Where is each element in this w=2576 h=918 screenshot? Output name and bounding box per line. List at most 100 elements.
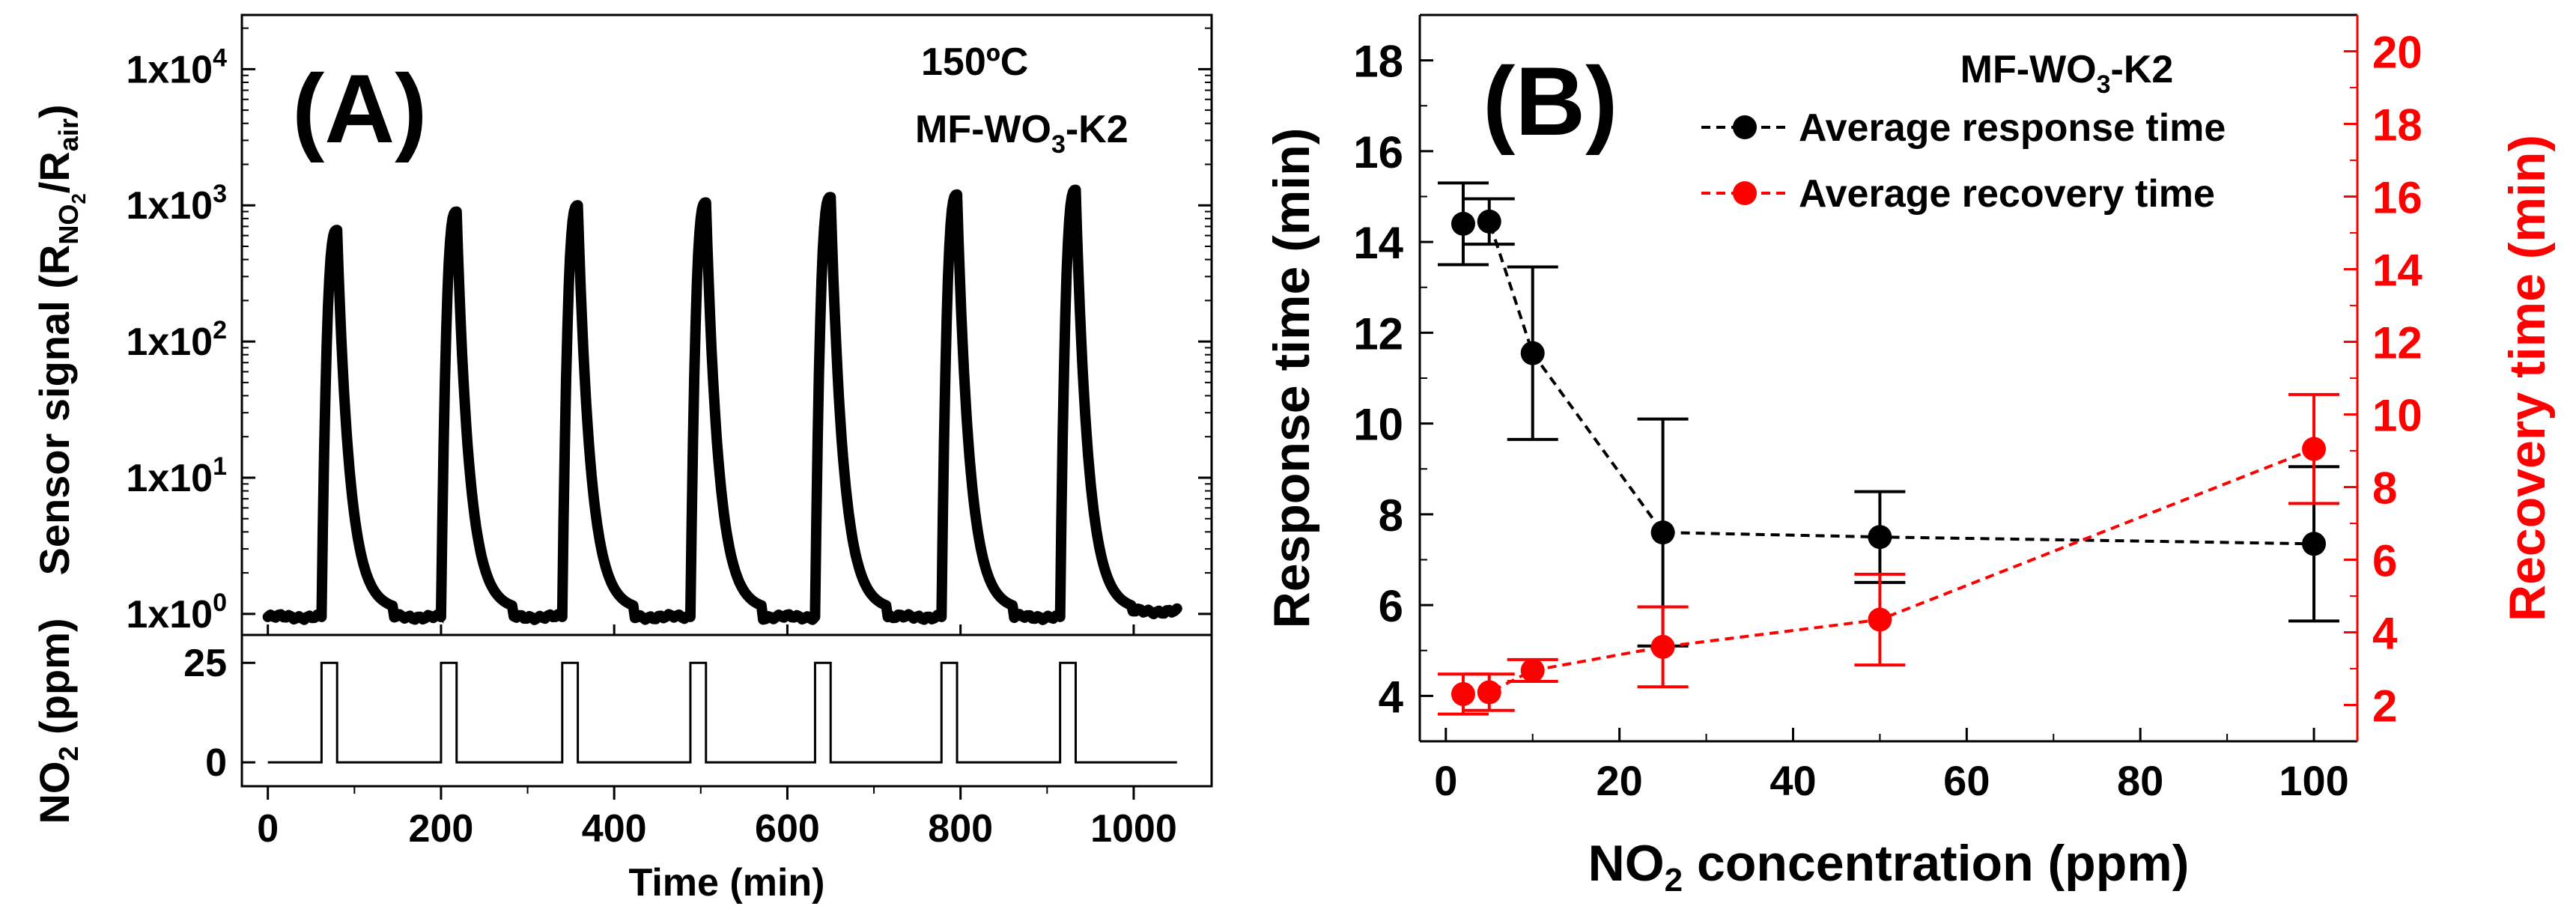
x-label-sub: 2 bbox=[1665, 862, 1683, 899]
y-label-part: ) bbox=[31, 104, 78, 118]
data-point bbox=[1520, 341, 1545, 365]
y-tick-exponent: 0 bbox=[213, 589, 227, 617]
data-point bbox=[1477, 209, 1501, 234]
data-point bbox=[1650, 520, 1675, 545]
data-point bbox=[1650, 634, 1675, 659]
legend-entry-recovery: Average recovery time bbox=[1701, 172, 2215, 216]
right-axis-label: Recovery time (min) bbox=[2499, 135, 2556, 621]
x-axis-label: NO2 concentration (ppm) bbox=[1588, 835, 2190, 899]
x-tick-label: 20 bbox=[1596, 757, 1642, 804]
panel-a-sub-frame bbox=[240, 633, 1213, 788]
y-tick-exponent: 2 bbox=[213, 316, 227, 344]
x-tick-label: 200 bbox=[409, 807, 474, 851]
y-tick-label: 1x100 bbox=[126, 589, 227, 636]
x-label-part: concentration (ppm) bbox=[1683, 835, 2189, 892]
y-tick-mantissa: 1x10 bbox=[126, 593, 213, 636]
y-tick-exponent: 3 bbox=[213, 180, 227, 208]
left-tick-label: 6 bbox=[1379, 581, 1403, 631]
legend-label: Average recovery time bbox=[1799, 172, 2215, 216]
left-tick-label: 10 bbox=[1353, 400, 1403, 450]
annotation-material-part: MF-WO bbox=[915, 108, 1051, 151]
left-tick-label: 16 bbox=[1353, 127, 1403, 177]
y-label-part: Sensor signal (R bbox=[31, 245, 78, 576]
x-tick-label: 80 bbox=[2117, 757, 2163, 804]
data-point bbox=[1450, 211, 1475, 236]
annotation-temperature: 150ºC bbox=[921, 40, 1028, 84]
x-tick-label: 100 bbox=[2279, 757, 2348, 804]
right-tick-label: 6 bbox=[2372, 536, 2397, 586]
right-tick-label: 20 bbox=[2372, 28, 2422, 78]
y-tick-exponent: 1 bbox=[213, 452, 227, 481]
x-tick-label: 0 bbox=[257, 807, 279, 851]
sub-y-label-sub: 2 bbox=[53, 747, 84, 762]
sub-y-label-part: NO bbox=[31, 762, 78, 824]
panel-b-label: (B) bbox=[1483, 46, 1617, 156]
right-tick-label: 14 bbox=[2372, 246, 2422, 296]
left-axis-label: Response time (min) bbox=[1263, 128, 1320, 629]
y-label-sub: NO bbox=[53, 204, 84, 245]
right-tick-label: 4 bbox=[2372, 609, 2398, 659]
sub-y-tick-label: 0 bbox=[205, 741, 227, 785]
x-tick-label: 0 bbox=[1434, 757, 1457, 804]
y-tick-mantissa: 1x10 bbox=[126, 184, 213, 228]
x-axis-label: Time (min) bbox=[629, 861, 825, 905]
annotation-material-sub: 3 bbox=[1051, 130, 1066, 159]
y-label-sub: air bbox=[53, 118, 84, 151]
x-tick-label: 400 bbox=[582, 807, 647, 851]
right-tick-label: 8 bbox=[2372, 463, 2397, 514]
left-tick-label: 8 bbox=[1379, 490, 1403, 541]
legend-label: Average response time bbox=[1799, 106, 2226, 150]
legend-marker bbox=[1733, 115, 1757, 139]
left-tick-label: 12 bbox=[1353, 308, 1403, 359]
sub-y-tick-label: 25 bbox=[183, 642, 227, 685]
y-tick-label: 1x102 bbox=[126, 316, 227, 364]
annotation-material-part: -K2 bbox=[1066, 108, 1128, 151]
series-recovery-time bbox=[1437, 392, 2340, 716]
right-tick-label: 16 bbox=[2372, 173, 2422, 223]
legend-title-sub: 3 bbox=[2097, 70, 2111, 99]
annotation-material: MF-WO3-K2 bbox=[915, 108, 1128, 159]
signal-dots bbox=[265, 186, 1180, 624]
legend-entry-response: Average response time bbox=[1701, 106, 2226, 150]
data-point bbox=[2302, 437, 2327, 461]
y-tick-mantissa: 1x10 bbox=[126, 457, 213, 500]
x-tick-label: 1000 bbox=[1090, 807, 1177, 851]
x-tick-label: 800 bbox=[928, 807, 993, 851]
y-tick-mantissa: 1x10 bbox=[126, 48, 213, 91]
right-tick-label: 12 bbox=[2372, 318, 2422, 368]
x-tick-label: 40 bbox=[1770, 757, 1816, 804]
data-point bbox=[1477, 680, 1501, 705]
data-point bbox=[1868, 525, 1892, 550]
sub-y-label-part: (ppm) bbox=[31, 618, 78, 746]
left-tick-label: 4 bbox=[1379, 672, 1404, 722]
data-point bbox=[1450, 681, 1475, 706]
legend-title: MF-WO3-K2 bbox=[1960, 48, 2174, 99]
y-tick-label: 1x104 bbox=[126, 43, 227, 91]
panel-a-label: (A) bbox=[292, 54, 427, 163]
data-point bbox=[1868, 607, 1892, 632]
y-axis-label: Sensor signal (RNO2/Rair) bbox=[31, 104, 90, 575]
no2-step-line bbox=[267, 661, 1177, 764]
data-point bbox=[2302, 532, 2327, 556]
right-tick-label: 2 bbox=[2372, 681, 2397, 732]
y-tick-label: 1x103 bbox=[126, 180, 227, 228]
y-tick-exponent: 4 bbox=[213, 43, 227, 72]
legend-marker bbox=[1733, 181, 1757, 205]
right-tick-label: 18 bbox=[2372, 100, 2422, 151]
legend-title-part: -K2 bbox=[2111, 48, 2174, 91]
panel-b-chart: 4 6 8 10 12 14 16 18 2 4 6 8 10 12 14 16 18 20 0 20 40 60 80 10… bbox=[1263, 13, 2556, 899]
y-tick-label: 1x101 bbox=[126, 452, 227, 500]
x-tick-label: 600 bbox=[755, 807, 820, 851]
y-label-part: /R bbox=[31, 151, 78, 193]
y-label-subsub: 2 bbox=[67, 193, 90, 204]
x-tick-label: 60 bbox=[1943, 757, 1990, 804]
right-tick-label: 10 bbox=[2372, 391, 2422, 441]
x-label-part: NO bbox=[1588, 835, 1665, 892]
sub-y-axis-label: NO2 (ppm) bbox=[31, 618, 84, 824]
y-tick-mantissa: 1x10 bbox=[126, 320, 213, 364]
data-point bbox=[1520, 658, 1545, 683]
legend-title-part: MF-WO bbox=[1960, 48, 2097, 91]
